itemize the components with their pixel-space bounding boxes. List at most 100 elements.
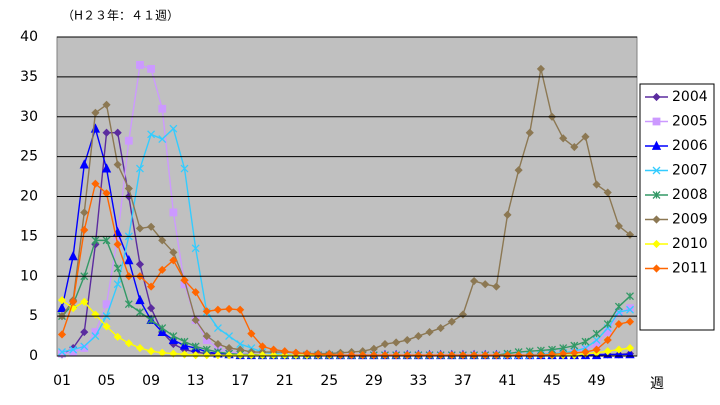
- legend-marker: [652, 215, 661, 224]
- series-line: [61, 68, 631, 355]
- marker: [347, 351, 356, 360]
- marker: [213, 324, 222, 333]
- marker: [302, 349, 312, 358]
- marker: [158, 265, 167, 274]
- marker: [369, 351, 378, 360]
- marker: [57, 330, 67, 339]
- marker: [124, 339, 133, 348]
- marker: [91, 236, 100, 245]
- marker: [102, 128, 111, 137]
- marker: [280, 347, 289, 356]
- marker: [68, 250, 78, 261]
- legend-label: 2007: [672, 163, 708, 179]
- marker: [80, 342, 89, 351]
- marker: [202, 331, 211, 341]
- marker: [392, 351, 401, 360]
- marker: [470, 351, 479, 360]
- marker: [158, 104, 167, 113]
- x-tick-label: 01: [53, 373, 71, 389]
- x-tick-label: 45: [543, 373, 561, 389]
- marker: [124, 254, 134, 265]
- marker: [113, 160, 122, 169]
- legend-label: 2010: [672, 236, 708, 252]
- marker: [135, 224, 145, 233]
- series-layer: [57, 61, 635, 360]
- marker: [191, 244, 200, 253]
- marker: [147, 282, 156, 291]
- marker: [514, 166, 523, 175]
- marker: [269, 345, 278, 354]
- marker: [525, 351, 534, 360]
- marker: [124, 136, 133, 145]
- marker: [581, 132, 590, 141]
- legend-label: 2004: [672, 89, 708, 105]
- marker: [158, 236, 167, 245]
- marker: [135, 343, 145, 353]
- marker: [113, 240, 122, 249]
- series-line: [61, 182, 631, 356]
- marker: [603, 347, 612, 356]
- legend-label: 2005: [672, 114, 708, 130]
- marker: [147, 222, 156, 231]
- marker: [380, 351, 390, 360]
- x-tick-label: 13: [187, 373, 205, 389]
- marker: [592, 345, 601, 354]
- marker: [625, 343, 635, 353]
- marker: [269, 351, 278, 360]
- marker: [124, 300, 133, 309]
- x-tick-label: 21: [276, 373, 294, 389]
- y-tick-label: 0: [29, 348, 38, 364]
- marker: [626, 305, 634, 314]
- marker: [425, 328, 434, 337]
- marker: [91, 179, 100, 188]
- marker: [80, 225, 89, 235]
- marker: [113, 264, 122, 273]
- x-tick-label: 41: [499, 373, 517, 389]
- marker: [113, 332, 122, 341]
- legend: [639, 83, 715, 331]
- marker: [69, 297, 78, 306]
- marker: [581, 337, 590, 346]
- legend-label: 2009: [672, 212, 708, 228]
- legend-marker: [652, 191, 661, 199]
- marker: [113, 128, 122, 137]
- marker: [79, 159, 89, 169]
- marker: [525, 128, 534, 137]
- marker: [492, 282, 501, 291]
- marker: [191, 342, 200, 351]
- marker: [425, 351, 434, 360]
- y-tick-label: 5: [29, 308, 38, 324]
- legend-marker: [652, 239, 661, 249]
- x-tick-label: 33: [409, 373, 427, 389]
- marker: [470, 276, 479, 286]
- marker: [481, 351, 490, 360]
- legend-label: 2011: [672, 261, 708, 277]
- marker: [80, 297, 89, 306]
- marker: [403, 351, 412, 360]
- marker: [80, 328, 89, 337]
- marker: [102, 100, 111, 109]
- marker: [58, 348, 66, 356]
- marker: [136, 308, 144, 317]
- marker: [136, 164, 144, 173]
- marker: [403, 335, 412, 345]
- legend-marker: [652, 166, 661, 175]
- marker: [570, 341, 579, 350]
- marker: [80, 208, 89, 217]
- marker: [614, 345, 623, 354]
- marker: [202, 351, 211, 360]
- marker: [169, 256, 178, 265]
- marker: [592, 336, 601, 345]
- x-tick-label: 29: [365, 373, 383, 389]
- x-tick-label: 25: [320, 373, 338, 389]
- chart-title: （H２３年：４１週）: [62, 9, 179, 23]
- marker: [101, 163, 112, 173]
- marker: [147, 130, 156, 139]
- y-tick-label: 20: [20, 189, 38, 205]
- marker: [135, 260, 145, 269]
- marker: [514, 351, 523, 360]
- x-tick-label: 17: [231, 373, 249, 389]
- marker: [224, 304, 234, 314]
- marker: [503, 210, 512, 219]
- marker: [135, 294, 145, 305]
